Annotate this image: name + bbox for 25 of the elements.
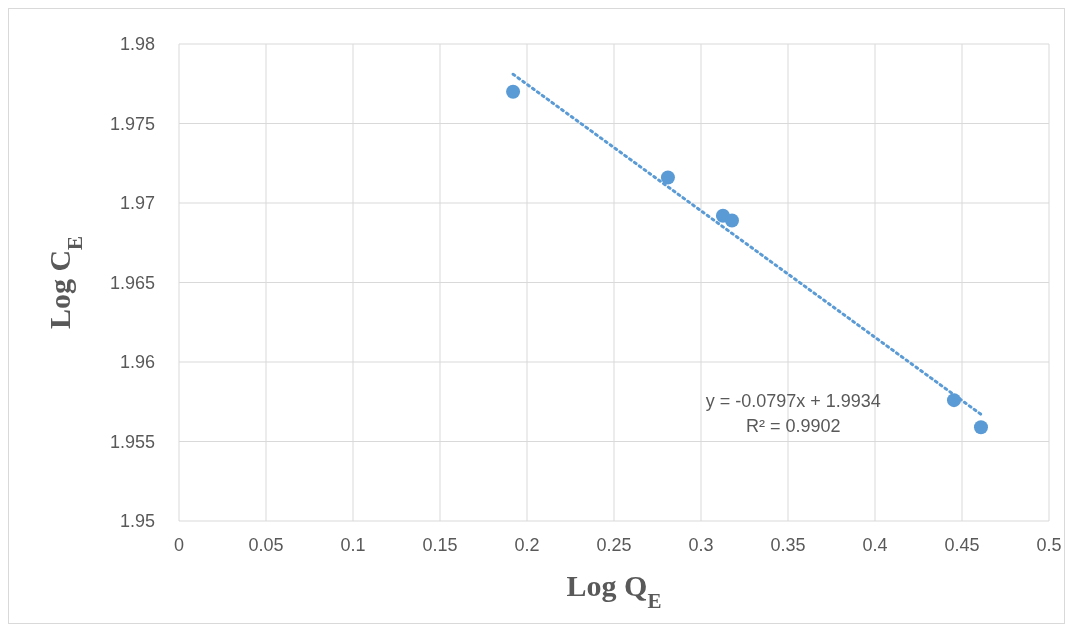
x-tick-label: 0.1 (340, 535, 366, 555)
y-tick-label: 1.97 (119, 193, 155, 214)
point (973, 420, 988, 435)
y-tick-label: 1.95 (119, 511, 155, 532)
point (660, 170, 675, 185)
x-tick-label: 0.05 (248, 535, 284, 555)
y-tick-label: 1.965 (109, 272, 155, 293)
y-tick-label: 1.955 (109, 431, 155, 452)
x-tick-label: 0.3 (688, 535, 714, 555)
point (724, 213, 739, 228)
x-tick-label: 0.4 (862, 535, 888, 555)
y-tick-label: 1.96 (119, 352, 155, 373)
x-tick-label: 0.25 (596, 535, 632, 555)
y-tick-label: 1.98 (119, 34, 155, 55)
x-tick-label: 0.45 (944, 535, 980, 555)
y-tick-label: 1.975 (109, 113, 155, 134)
x-axis-title: Log Q$_{E}$ (566, 569, 662, 613)
x-tick-label: 0.35 (770, 535, 806, 555)
annotation: y = -0.0797x + 1.9934 (705, 390, 881, 411)
x-tick-label: 0 (173, 535, 185, 555)
annotation: R² = 0.9902 (745, 415, 841, 436)
x-tick-label: 0.2 (514, 535, 540, 555)
point (506, 84, 521, 99)
x-tick-label: 0.15 (422, 535, 458, 555)
x-tick-label: 0.5 (1036, 535, 1062, 555)
